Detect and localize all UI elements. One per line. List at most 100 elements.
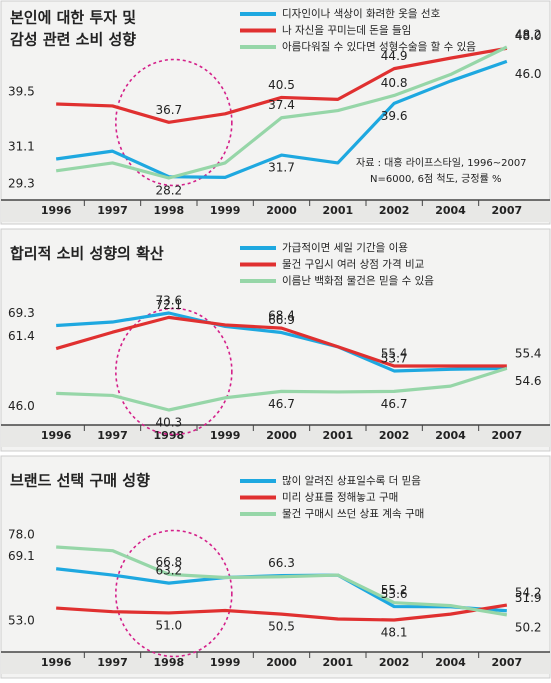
data-label: 48.1 (381, 626, 408, 640)
x-tick-label: 2002 (379, 204, 410, 217)
series-line (56, 545, 508, 617)
x-tick-label: 1999 (210, 204, 241, 217)
chart-title: 합리적 소비 성향의 확산 (10, 245, 164, 263)
x-tick-label: 2000 (266, 204, 297, 217)
data-label: 40.8 (381, 76, 408, 90)
data-label: 53.7 (381, 351, 408, 365)
x-tick-label: 1996 (41, 429, 72, 442)
data-label: 51.0 (155, 618, 182, 632)
x-tick-label: 1999 (210, 656, 241, 669)
data-label: 55.4 (515, 347, 542, 361)
x-tick-label: 2004 (435, 656, 466, 669)
series-line (55, 315, 507, 368)
highlight-circle (115, 529, 233, 658)
x-tick-label: 2004 (435, 429, 466, 442)
data-label: 73.6 (155, 294, 182, 308)
x-tick-label: 2001 (323, 656, 354, 669)
legend-label: 나 자신을 꾸미는데 돈을 들임 (282, 24, 411, 37)
series-line (56, 366, 508, 412)
x-tick-label: 1997 (97, 204, 128, 217)
x-tick-label: 1998 (154, 429, 185, 442)
legend-label: 가급적이면 세일 기간을 이용 (282, 241, 408, 254)
x-tick-label: 2007 (492, 429, 523, 442)
x-tick-label: 2002 (379, 429, 410, 442)
data-label: 29.3 (8, 176, 35, 190)
data-label: 54.2 (515, 586, 542, 600)
series-line (55, 45, 508, 180)
chart-title: 브랜드 선택 구매 성향 (10, 472, 150, 490)
x-tick-label: 2000 (266, 429, 297, 442)
legend-label: 많이 알려진 상표일수록 더 믿음 (282, 474, 421, 487)
chart-title: 감성 관련 소비 성향 (10, 31, 136, 49)
data-label: 31.7 (268, 161, 295, 175)
highlight-circle (115, 307, 233, 436)
data-label: 53.6 (381, 587, 408, 601)
data-label: 46.7 (381, 397, 408, 411)
series-line (55, 59, 508, 179)
data-label: 28.2 (155, 184, 182, 198)
annotation: 자료 : 대홍 라이프스타일, 1996~2007 (356, 156, 527, 169)
data-label: 78.0 (8, 528, 35, 542)
legend-label: 미리 상표를 정해놓고 구매 (282, 491, 398, 504)
data-label: 48.0 (515, 29, 542, 43)
data-label: 51.9 (515, 591, 542, 605)
x-tick-label: 2007 (492, 656, 523, 669)
x-axis-band (1, 425, 550, 447)
data-label: 50.2 (515, 620, 542, 634)
x-tick-label: 1998 (154, 204, 185, 217)
data-label: 68.4 (268, 309, 295, 323)
data-label: 40.5 (268, 78, 295, 92)
series-line (56, 603, 508, 622)
annotation: N=6000, 6점 척도, 긍정률 % (370, 173, 501, 185)
x-tick-label: 1996 (41, 204, 72, 217)
data-label: 50.5 (268, 620, 295, 634)
data-label: 48.2 (515, 28, 542, 42)
chart-title: 본인에 대한 투자 및 (10, 9, 136, 27)
legend-label: 물건 구매시 쓰던 상표 계속 구매 (282, 508, 424, 520)
panel-background (0, 455, 551, 679)
x-tick-label: 1996 (41, 656, 72, 669)
data-label: 66.3 (268, 556, 295, 570)
series-line (56, 46, 508, 124)
x-axis-band (1, 652, 550, 674)
data-label: 63.2 (155, 564, 182, 578)
legend-label: 아름다워질 수 있다면 성형수술을 할 수 있음 (282, 40, 476, 53)
x-axis-band (1, 200, 550, 222)
data-label: 39.6 (381, 109, 408, 123)
data-label: 66.8 (155, 555, 182, 569)
data-label: 69.3 (8, 306, 35, 320)
data-label: 54.6 (515, 374, 542, 388)
x-tick-label: 2004 (435, 204, 466, 217)
data-label: 39.5 (8, 84, 35, 98)
x-tick-label: 1998 (154, 656, 185, 669)
panel-background (0, 0, 551, 225)
data-label: 44.9 (381, 49, 408, 63)
legend-label: 디자인이나 색상이 화려한 옷을 선호 (282, 8, 441, 20)
x-tick-label: 1997 (97, 429, 128, 442)
x-tick-label: 1999 (210, 429, 241, 442)
legend-label: 물건 구입시 여러 상점 가격 비교 (282, 258, 425, 271)
x-tick-label: 1997 (97, 656, 128, 669)
data-label: 46.0 (515, 67, 542, 81)
data-label: 31.1 (8, 140, 35, 154)
data-label: 40.3 (155, 416, 182, 430)
data-label: 46.7 (268, 397, 295, 411)
data-label: 36.7 (155, 103, 182, 117)
data-label: 37.4 (268, 98, 295, 112)
data-label: 66.9 (268, 313, 295, 327)
data-label: 72.1 (155, 298, 182, 312)
series-line (56, 311, 507, 373)
data-label: 69.1 (8, 549, 35, 563)
panel: 본인에 대한 투자 및감성 관련 소비 성향 디자인이나 색상이 화려한 옷을 선… (0, 0, 551, 225)
data-label: 61.4 (8, 329, 35, 343)
legend-label: 이름난 백화점 물건은 믿을 수 있음 (282, 275, 434, 287)
data-label: 46.0 (8, 399, 35, 413)
x-tick-label: 2001 (323, 429, 354, 442)
data-label: 55.4 (381, 347, 408, 361)
x-tick-label: 2000 (266, 656, 297, 669)
x-tick-label: 2002 (379, 656, 410, 669)
